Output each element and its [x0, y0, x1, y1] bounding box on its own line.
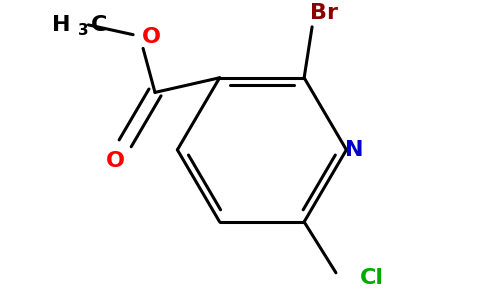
Text: O: O: [141, 27, 161, 46]
Text: H: H: [52, 15, 71, 35]
Text: Br: Br: [310, 3, 338, 23]
Text: Cl: Cl: [360, 268, 384, 288]
Text: O: O: [106, 151, 125, 171]
Text: 3: 3: [78, 23, 89, 38]
Text: N: N: [345, 140, 363, 160]
Text: C: C: [91, 15, 107, 35]
